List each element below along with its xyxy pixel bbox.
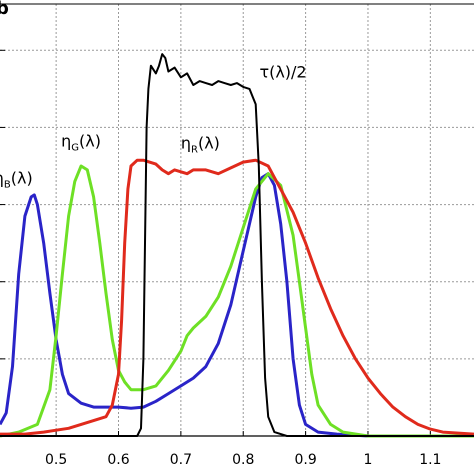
- x-tick-label: 1: [364, 452, 373, 468]
- series-label: ηR(λ): [181, 134, 220, 156]
- series-line: [0, 158, 474, 436]
- x-tick-label: 0.7: [170, 452, 192, 468]
- series-lines: [0, 53, 474, 438]
- series-line: [0, 164, 474, 438]
- series-label: ηG(λ): [61, 132, 101, 154]
- x-tick-label: 0.9: [294, 452, 316, 468]
- series-line: [0, 172, 474, 438]
- series-labels: ηB(λ) ηG(λ) ηR(λ) τ(λ)/2: [0, 62, 307, 190]
- x-tick-label: 1.1: [419, 452, 441, 468]
- x-tick-label: 0.8: [232, 452, 254, 468]
- series-label: τ(λ)/2: [259, 62, 306, 81]
- series-line: [0, 53, 474, 437]
- axes: [0, 3, 474, 437]
- x-tick-label: 0.5: [45, 452, 67, 468]
- panel-letter: b: [0, 0, 9, 19]
- series-label: ηB(λ): [0, 168, 33, 190]
- gridlines: [0, 4, 474, 436]
- x-tick-labels: 0.5 0.6 0.7 0.8 0.9 1 1.1: [45, 452, 441, 468]
- x-tick-label: 0.6: [107, 452, 129, 468]
